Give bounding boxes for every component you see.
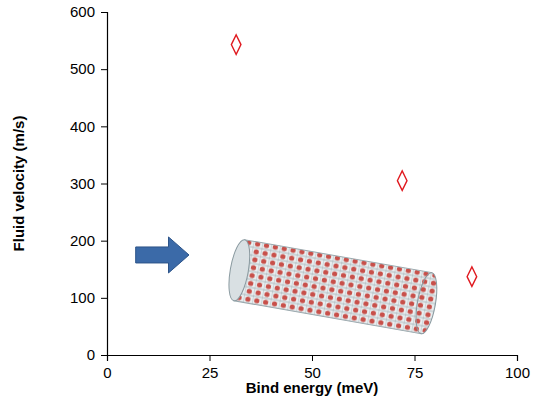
tick: 100 — [505, 355, 530, 381]
tick-label: 75 — [407, 364, 424, 381]
point — [231, 35, 241, 55]
x-axis-title: Bind energy (meV) — [246, 379, 379, 396]
tick: 0 — [103, 355, 111, 381]
tick: 0 — [87, 346, 107, 363]
tick-label: 200 — [70, 232, 95, 249]
tick-mark — [517, 355, 518, 361]
tick-label: 25 — [202, 364, 219, 381]
tick-label: 600 — [70, 3, 95, 20]
y-axis-title: Fluid velocity (m/s) — [10, 116, 27, 252]
tick: 300 — [70, 175, 107, 192]
axis-line — [101, 13, 108, 356]
y-axis: 0 100 200 300 400 500 600 — [70, 3, 108, 363]
tick-mark — [101, 69, 107, 70]
tick-label: 500 — [70, 60, 95, 77]
tick-mark — [312, 355, 313, 361]
point — [397, 171, 407, 191]
chart: 0 25 50 75 100 0 100 200 300 400 500 600 Bind energy… — [0, 0, 549, 399]
tick: 600 — [70, 3, 107, 20]
tick: 50 — [304, 355, 321, 381]
nanotube-body — [234, 240, 432, 334]
nanotube — [225, 238, 441, 335]
tick-mark — [101, 184, 107, 185]
point — [467, 267, 477, 287]
tick-label: 400 — [70, 118, 95, 135]
axis-line — [108, 356, 518, 362]
nanotube-illustration — [136, 237, 441, 335]
tick: 400 — [70, 118, 107, 135]
nanotube-end — [225, 238, 253, 302]
tick: 500 — [70, 60, 107, 77]
tick-label: 0 — [103, 364, 111, 381]
tick-label: 300 — [70, 175, 95, 192]
tick-mark — [101, 298, 107, 299]
tick-mark — [415, 355, 416, 361]
tick-mark — [210, 355, 211, 361]
tick: 100 — [70, 289, 107, 306]
tick: 200 — [70, 232, 107, 249]
tick-mark — [101, 355, 107, 356]
tick-mark — [101, 241, 107, 242]
tick: 25 — [202, 355, 219, 381]
tick-label: 100 — [70, 289, 95, 306]
nanotube-end — [412, 271, 440, 335]
tick-label: 0 — [87, 346, 95, 363]
tick-label: 100 — [505, 364, 530, 381]
tick: 75 — [407, 355, 424, 381]
flow-arrow — [136, 237, 189, 273]
x-axis: 0 25 50 75 100 — [103, 355, 530, 381]
points — [231, 35, 476, 287]
plot: 0 25 50 75 100 0 100 200 300 400 500 600 — [70, 3, 530, 380]
tick-label: 50 — [304, 364, 321, 381]
tick-mark — [101, 12, 107, 13]
tick-mark — [101, 126, 107, 127]
